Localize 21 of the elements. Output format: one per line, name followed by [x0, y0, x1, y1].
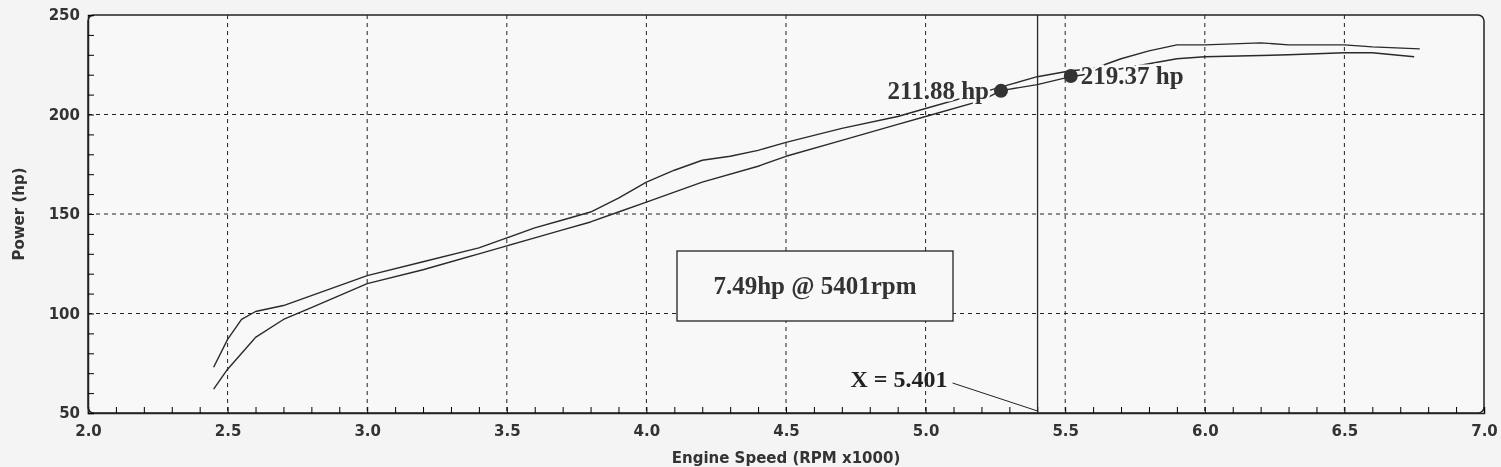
- x-tick-label: 2.5: [214, 421, 242, 440]
- y-tick-label: 150: [48, 205, 80, 224]
- x-tick-label: 5.5: [1052, 421, 1079, 440]
- y-tick-label: 50: [59, 404, 80, 423]
- annotation: 219.37 hp: [1080, 61, 1184, 89]
- y-axis-title: Power (hp): [10, 167, 28, 261]
- y-tick-label: 250: [48, 6, 80, 25]
- y-tick-label: 200: [48, 105, 80, 124]
- x-tick-label: 3.0: [354, 421, 381, 440]
- x-tick-label: 6.5: [1331, 421, 1359, 440]
- x-tick-label: 4.5: [773, 421, 800, 440]
- x-axis-title: Engine Speed (RPM x1000): [671, 449, 901, 467]
- ref-line-label: X = 5.401: [850, 366, 948, 392]
- x-tick-label: 5.0: [912, 421, 940, 440]
- annotation: 7.49hp @ 5401rpm: [713, 272, 917, 300]
- x-tick-label: 6.0: [1192, 421, 1219, 440]
- y-tick-label: 100: [48, 304, 80, 323]
- x-tick-label: 3.5: [494, 421, 521, 440]
- x-tick-label: 7.0: [1471, 421, 1498, 440]
- x-tick-label: 4.0: [633, 421, 661, 440]
- x-tick-label: 2.0: [75, 421, 102, 440]
